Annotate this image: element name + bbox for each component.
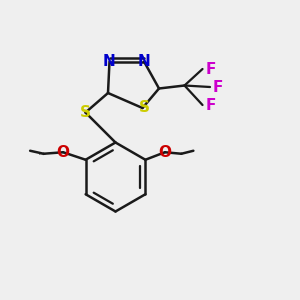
Text: N: N bbox=[103, 54, 116, 69]
Text: methyl_left: methyl_left bbox=[38, 153, 46, 155]
Text: S: S bbox=[139, 100, 149, 116]
Text: F: F bbox=[206, 98, 216, 112]
Text: O: O bbox=[158, 145, 171, 160]
Text: F: F bbox=[206, 61, 216, 76]
Text: O: O bbox=[57, 145, 70, 160]
Text: F: F bbox=[213, 80, 224, 94]
Text: N: N bbox=[138, 54, 150, 69]
Text: S: S bbox=[80, 105, 91, 120]
